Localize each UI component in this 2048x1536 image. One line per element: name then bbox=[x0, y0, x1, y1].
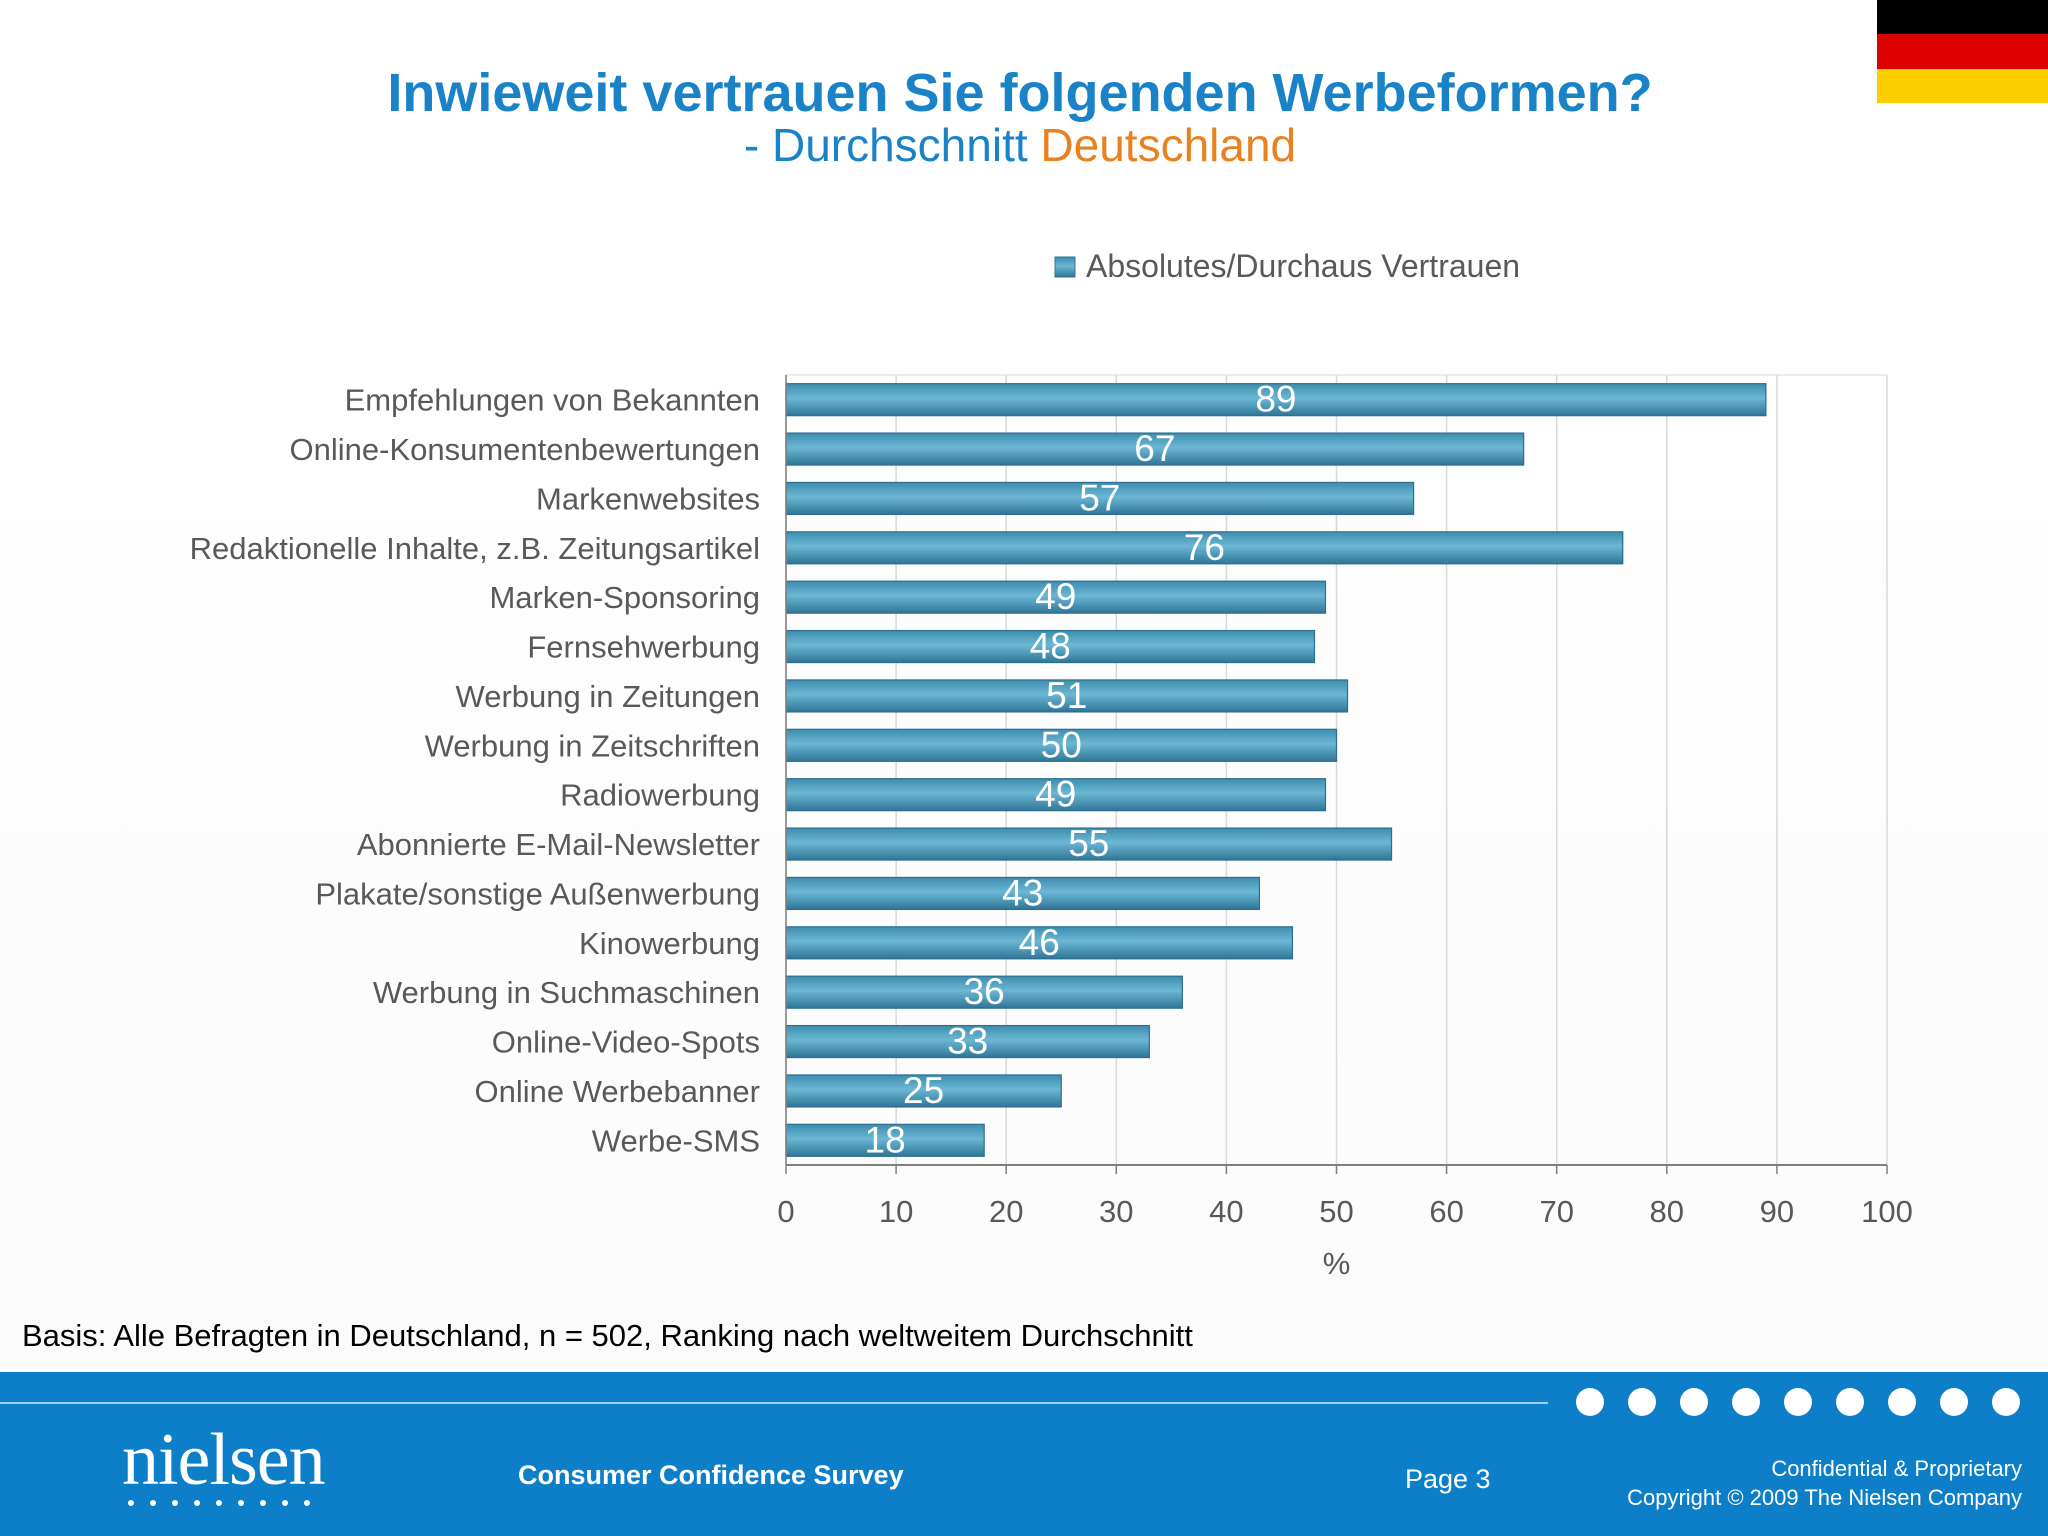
data-label: 43 bbox=[1002, 872, 1043, 913]
category-label: Werbe-SMS bbox=[592, 1123, 760, 1158]
footer-dot bbox=[1680, 1388, 1708, 1416]
bar bbox=[785, 728, 1338, 762]
footer-bar: nielsen Consumer Confidence Survey Page … bbox=[0, 1372, 2048, 1536]
page-subtitle: - Durchschnitt Deutschland bbox=[0, 118, 2040, 172]
bar bbox=[785, 1074, 1062, 1108]
data-label: 49 bbox=[1035, 576, 1076, 617]
data-label: 76 bbox=[1184, 527, 1225, 568]
german-flag bbox=[1877, 0, 2048, 103]
category-label: Online-Video-Spots bbox=[492, 1025, 760, 1060]
footer-dot bbox=[1836, 1388, 1864, 1416]
subtitle-prefix: - Durchschnitt bbox=[743, 119, 1041, 171]
x-tick-label: 80 bbox=[1650, 1194, 1684, 1229]
category-label: Markenwebsites bbox=[536, 481, 760, 516]
x-tick-label: 90 bbox=[1760, 1194, 1794, 1229]
bar bbox=[785, 432, 1525, 466]
category-label: Kinowerbung bbox=[579, 926, 760, 961]
data-label: 55 bbox=[1068, 823, 1109, 864]
flag-stripe-red bbox=[1877, 34, 2048, 69]
x-tick-label: 50 bbox=[1319, 1194, 1353, 1229]
bar bbox=[785, 629, 1316, 664]
x-tick-label: 70 bbox=[1539, 1194, 1573, 1229]
data-label: 50 bbox=[1041, 724, 1082, 765]
basis-note: Basis: Alle Befragten in Deutschland, n … bbox=[22, 1318, 1193, 1353]
data-label: 46 bbox=[1019, 922, 1060, 963]
category-label: Plakate/sonstige Außenwerbung bbox=[315, 876, 760, 911]
x-tick-label: 10 bbox=[879, 1194, 913, 1229]
category-label: Empfehlungen von Bekannten bbox=[345, 383, 760, 418]
category-label: Marken-Sponsoring bbox=[489, 580, 760, 615]
data-label: 49 bbox=[1035, 774, 1076, 815]
trust-bar-chart: Absolutes/Durchaus Vertrauen Empfehlunge… bbox=[190, 248, 1913, 1281]
data-label: 25 bbox=[903, 1070, 944, 1111]
footer-dot bbox=[1628, 1388, 1656, 1416]
bar bbox=[785, 827, 1393, 861]
footer-dots bbox=[1576, 1388, 2020, 1416]
category-label: Radiowerbung bbox=[560, 778, 760, 813]
legend-label: Absolutes/Durchaus Vertrauen bbox=[1086, 248, 1520, 284]
x-tick-label: 40 bbox=[1209, 1194, 1243, 1229]
footer-rule bbox=[0, 1402, 1548, 1404]
category-label: Redaktionelle Inhalte, z.B. Zeitungsarti… bbox=[190, 531, 760, 566]
category-label: Fernsehwerbung bbox=[527, 630, 760, 665]
legend-swatch bbox=[1054, 256, 1076, 278]
data-label: 89 bbox=[1255, 379, 1296, 420]
x-tick-label: 100 bbox=[1861, 1194, 1913, 1229]
bar bbox=[785, 531, 1624, 565]
footer-dot bbox=[1992, 1388, 2020, 1416]
x-tick-label: 0 bbox=[777, 1194, 794, 1229]
category-label: Werbung in Zeitungen bbox=[456, 679, 760, 714]
x-axis-label: % bbox=[1323, 1246, 1351, 1281]
subtitle-highlight: Deutschland bbox=[1040, 119, 1297, 171]
data-label: 36 bbox=[964, 971, 1005, 1012]
bar bbox=[785, 481, 1415, 516]
logo-dots bbox=[128, 1500, 325, 1506]
copyright-label: Copyright © 2009 The Nielsen Company bbox=[1627, 1485, 2022, 1510]
bar bbox=[785, 926, 1294, 960]
flag-stripe-gold bbox=[1877, 68, 2048, 103]
category-label: Werbung in Suchmaschinen bbox=[373, 975, 760, 1010]
confidential-notice: Confidential & Proprietary Copyright © 2… bbox=[1627, 1454, 2022, 1512]
x-tick-label: 60 bbox=[1429, 1194, 1463, 1229]
data-label: 51 bbox=[1046, 675, 1087, 716]
category-label: Online-Konsumentenbewertungen bbox=[290, 432, 760, 467]
bar bbox=[785, 876, 1261, 911]
bar bbox=[785, 679, 1349, 713]
data-label: 57 bbox=[1079, 477, 1120, 518]
nielsen-logo: nielsen bbox=[122, 1419, 326, 1506]
x-tick-label: 20 bbox=[989, 1194, 1023, 1229]
footer-dot bbox=[1888, 1388, 1916, 1416]
page-title: Inwieweit vertrauen Sie folgenden Werbef… bbox=[387, 63, 1653, 123]
bar bbox=[785, 383, 1767, 417]
bar bbox=[785, 1024, 1150, 1059]
bar bbox=[785, 1123, 985, 1157]
data-label: 67 bbox=[1134, 428, 1175, 469]
category-label: Online Werbebanner bbox=[475, 1074, 761, 1109]
x-tick-label: 30 bbox=[1099, 1194, 1133, 1229]
survey-name: Consumer Confidence Survey bbox=[518, 1460, 904, 1490]
bar bbox=[785, 778, 1327, 812]
category-label: Abonnierte E-Mail-Newsletter bbox=[357, 827, 760, 862]
confidential-label: Confidential & Proprietary bbox=[1771, 1456, 2022, 1481]
category-label: Werbung in Zeitschriften bbox=[425, 728, 760, 763]
data-label: 48 bbox=[1030, 626, 1071, 667]
data-label: 33 bbox=[947, 1021, 988, 1062]
page-number: Page 3 bbox=[1405, 1464, 1491, 1494]
footer-dot bbox=[1732, 1388, 1760, 1416]
data-label: 18 bbox=[865, 1119, 906, 1160]
bar bbox=[785, 975, 1183, 1009]
footer-dot bbox=[1784, 1388, 1812, 1416]
footer-dot bbox=[1940, 1388, 1968, 1416]
footer-dot bbox=[1576, 1388, 1604, 1416]
flag-stripe-black bbox=[1877, 0, 2048, 35]
logo-wordmark: nielsen bbox=[122, 1419, 326, 1501]
